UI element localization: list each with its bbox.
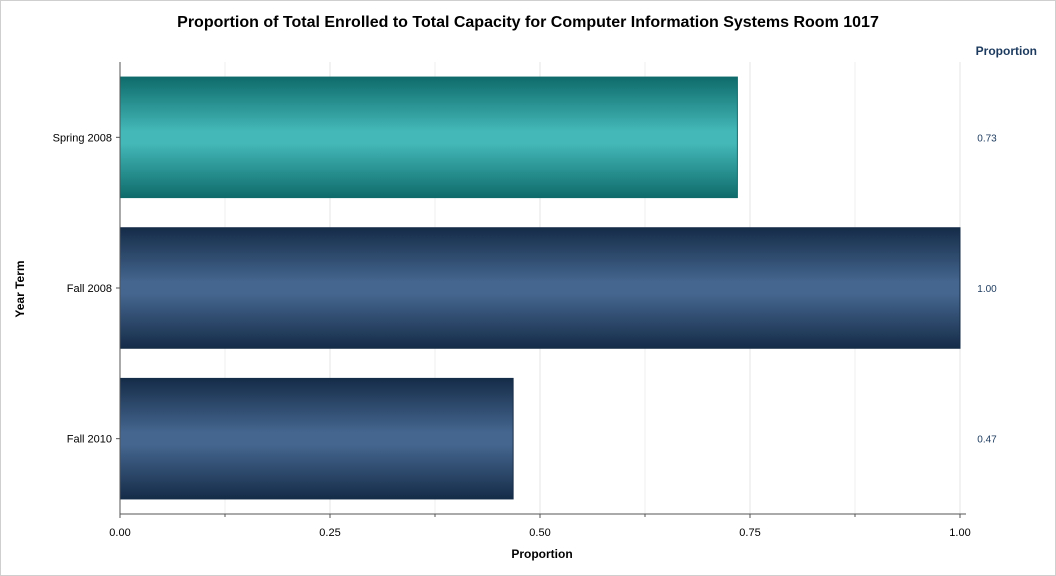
x-tick-label: 1.00 bbox=[949, 527, 970, 539]
x-tick-label: 0.00 bbox=[109, 527, 130, 539]
value-labels: 0.73 1.00 0.47 bbox=[977, 133, 997, 445]
bar bbox=[119, 227, 961, 349]
bar bbox=[119, 76, 738, 199]
bars bbox=[119, 76, 961, 500]
x-tick-labels: 0.00 0.25 0.50 0.75 1.00 bbox=[109, 527, 970, 539]
category-label: Spring 2008 bbox=[53, 132, 112, 144]
category-label: Fall 2008 bbox=[67, 283, 112, 295]
category-label: Fall 2010 bbox=[67, 434, 112, 446]
x-tick-label: 0.25 bbox=[319, 527, 340, 539]
axes bbox=[116, 62, 966, 518]
category-labels: Spring 2008 Fall 2008 Fall 2010 bbox=[53, 132, 112, 445]
value-label: 0.73 bbox=[977, 133, 997, 144]
x-axis-title: Proportion bbox=[511, 547, 572, 561]
x-tick-label: 0.50 bbox=[529, 527, 550, 539]
bar bbox=[119, 377, 514, 500]
value-column-header: Proportion bbox=[976, 44, 1037, 58]
value-label: 0.47 bbox=[977, 435, 997, 446]
value-label: 1.00 bbox=[977, 284, 997, 295]
x-tick-label: 0.75 bbox=[739, 527, 760, 539]
y-axis-title: Year Term bbox=[13, 260, 27, 317]
chart-title: Proportion of Total Enrolled to Total Ca… bbox=[177, 14, 879, 31]
